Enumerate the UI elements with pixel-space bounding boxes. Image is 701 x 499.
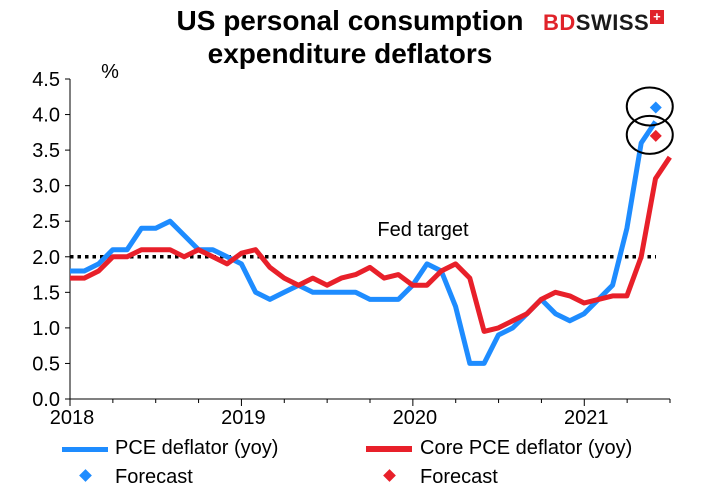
legend-marker-forecast-blue-icon xyxy=(79,469,92,482)
legend-swatch-pce xyxy=(62,447,108,452)
legend-marker-forecast-red-icon xyxy=(383,469,396,482)
core-pce-deflator-line xyxy=(70,155,672,334)
legend-label-core: Core PCE deflator (yoy) xyxy=(420,437,633,459)
bdswiss-logo: BDSWISS + xyxy=(543,10,665,36)
y-tick-label: 2.0 xyxy=(32,247,60,269)
y-tick-label: 4.0 xyxy=(32,105,60,127)
fed-target-label: Fed target xyxy=(377,219,469,241)
x-tick-label: 2018 xyxy=(50,407,95,429)
chart-area: 0.0 0.5 1.0 1.5 2.0 2.5 3.0 3.5 4.0 4.5 % 2018 2019 2… xyxy=(32,61,674,429)
legend-item-forecast-red: Forecast xyxy=(420,465,498,489)
x-tick-label: 2021 xyxy=(564,407,609,429)
legend-item-pce: PCE deflator (yoy) xyxy=(115,436,278,460)
x-tick-label: 2019 xyxy=(221,407,266,429)
y-tick-label: 3.5 xyxy=(32,140,60,162)
y-tick-label: 0.5 xyxy=(32,353,60,375)
logo-part1: BD xyxy=(543,10,576,35)
y-tick-label: 4.5 xyxy=(32,69,60,91)
legend-label-forecast-blue: Forecast xyxy=(115,466,193,488)
y-tick-label: 1.5 xyxy=(32,282,60,304)
forecast-circle-pce xyxy=(625,86,674,127)
swiss-cross-icon: + xyxy=(650,10,665,24)
logo-part2: SWISS xyxy=(575,10,650,35)
x-tick-label: 2020 xyxy=(393,407,438,429)
y-axis-label: % xyxy=(101,61,119,83)
y-tick-label: 0.0 xyxy=(32,389,60,411)
forecast-marker-pce xyxy=(649,101,662,114)
chart-title: US personal consumption expenditure defl… xyxy=(150,4,550,70)
legend-label-forecast-red: Forecast xyxy=(420,466,498,488)
legend-swatch-core xyxy=(366,446,412,452)
y-tick-label: 2.5 xyxy=(32,211,60,233)
forecast-marker-core xyxy=(649,129,662,142)
y-tick-label: 1.0 xyxy=(32,318,60,340)
chart-title-line2: expenditure deflators xyxy=(207,38,493,69)
pce-deflator-line xyxy=(70,120,658,366)
chart-title-line1: US personal consumption xyxy=(176,5,524,36)
legend-item-core: Core PCE deflator (yoy) xyxy=(420,436,632,460)
legend-item-forecast-blue: Forecast xyxy=(115,465,193,489)
forecast-circle-core xyxy=(625,114,674,155)
legend-label-pce: PCE deflator (yoy) xyxy=(115,437,279,459)
y-tick-label: 3.0 xyxy=(32,176,60,198)
